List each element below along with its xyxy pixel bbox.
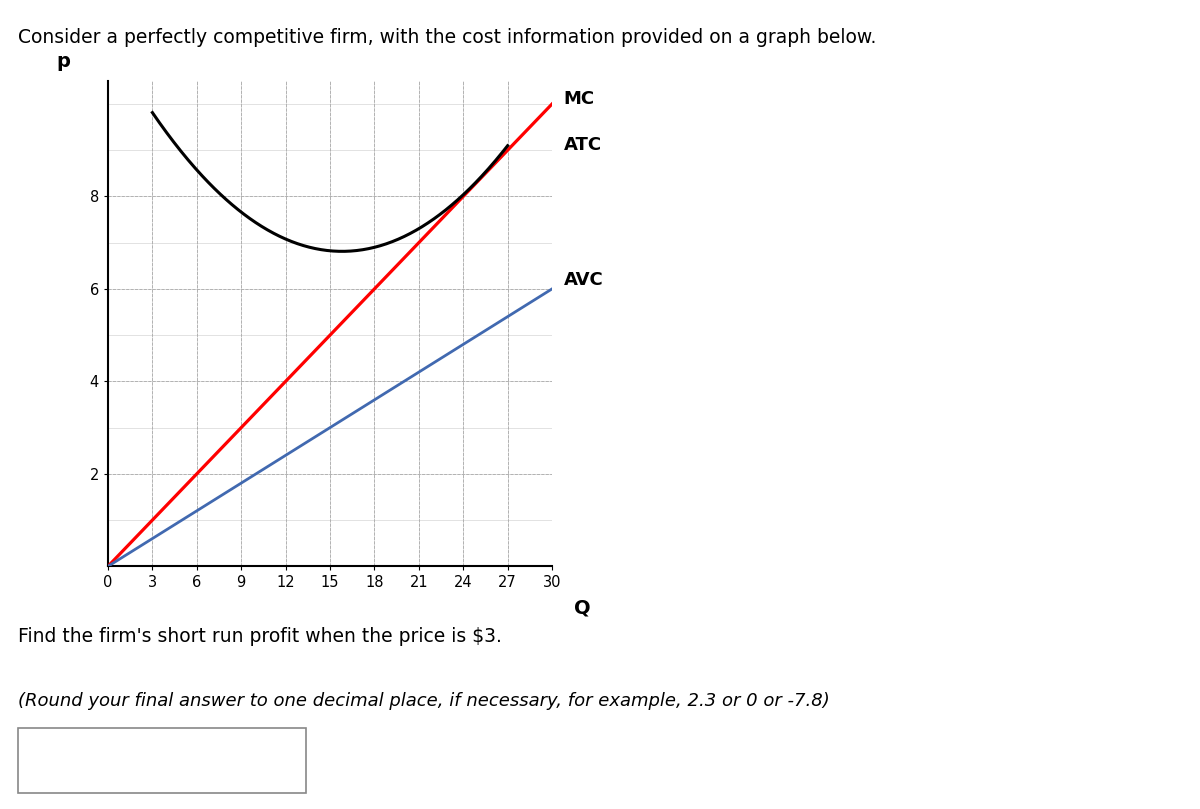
Text: Consider a perfectly competitive firm, with the cost information provided on a g: Consider a perfectly competitive firm, w… (18, 28, 876, 47)
Text: ATC: ATC (564, 137, 602, 155)
Text: Find the firm's short run profit when the price is $3.: Find the firm's short run profit when th… (18, 627, 502, 646)
Text: MC: MC (564, 90, 595, 108)
Text: (Round your final answer to one decimal place, if necessary, for example, 2.3 or: (Round your final answer to one decimal … (18, 692, 829, 709)
Y-axis label: p: p (56, 53, 71, 71)
Text: AVC: AVC (564, 271, 604, 289)
Text: Q: Q (575, 599, 590, 617)
